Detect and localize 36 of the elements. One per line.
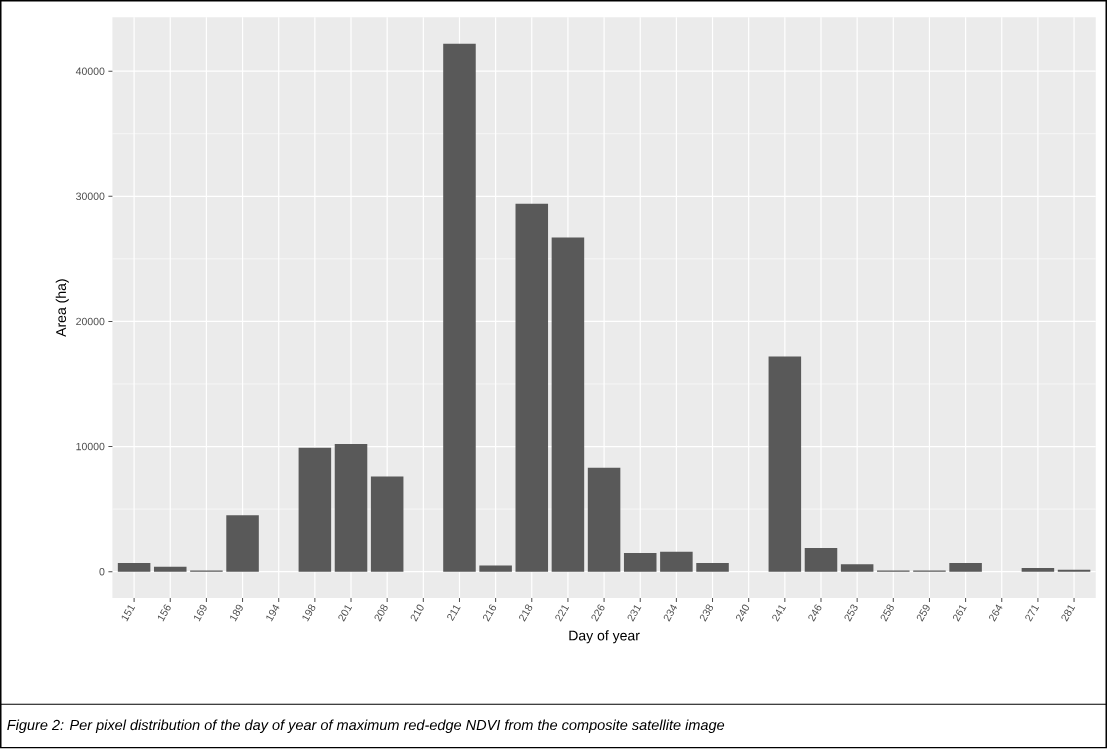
x-tick-label: 281	[1061, 605, 1076, 622]
y-tick-label: 20000	[76, 317, 105, 326]
bar	[696, 563, 729, 572]
x-tick-label: 261	[952, 605, 967, 622]
bar	[479, 565, 512, 572]
bar	[334, 444, 368, 572]
x-tick-label: 211	[447, 605, 461, 622]
x-tick-label: 201	[338, 605, 353, 622]
x-tick-label: 221	[555, 605, 570, 622]
bar	[117, 563, 151, 572]
bar	[298, 448, 332, 572]
x-tick-label: 231	[627, 605, 642, 622]
x-tick-label: 151	[121, 605, 136, 622]
bar	[515, 204, 549, 572]
bar	[370, 476, 404, 572]
bar	[949, 563, 982, 572]
bar	[660, 551, 693, 572]
caption: Figure 2: Per pixel distribution of the day of year of maximum red-edge NDVI from the composite satellite image	[7, 719, 725, 734]
bar	[768, 356, 802, 572]
x-tick-label: 241	[772, 605, 786, 622]
x-axis-title: Day of year	[569, 630, 640, 644]
bar	[551, 237, 585, 572]
bar	[443, 43, 476, 572]
y-axis-title: Area (ha)	[55, 279, 69, 338]
bar	[804, 548, 838, 572]
bar	[623, 553, 657, 572]
bar	[153, 566, 187, 572]
x-tick-label: 271	[1025, 605, 1040, 622]
bar	[840, 564, 874, 572]
bar	[226, 515, 259, 572]
y-tick-label: 40000	[75, 67, 105, 76]
bar	[1021, 568, 1055, 572]
y-tick-label: 10000	[76, 443, 105, 451]
y-tick-label: 30000	[76, 192, 105, 201]
bar	[587, 468, 621, 572]
y-tick-label: 0	[99, 568, 105, 576]
